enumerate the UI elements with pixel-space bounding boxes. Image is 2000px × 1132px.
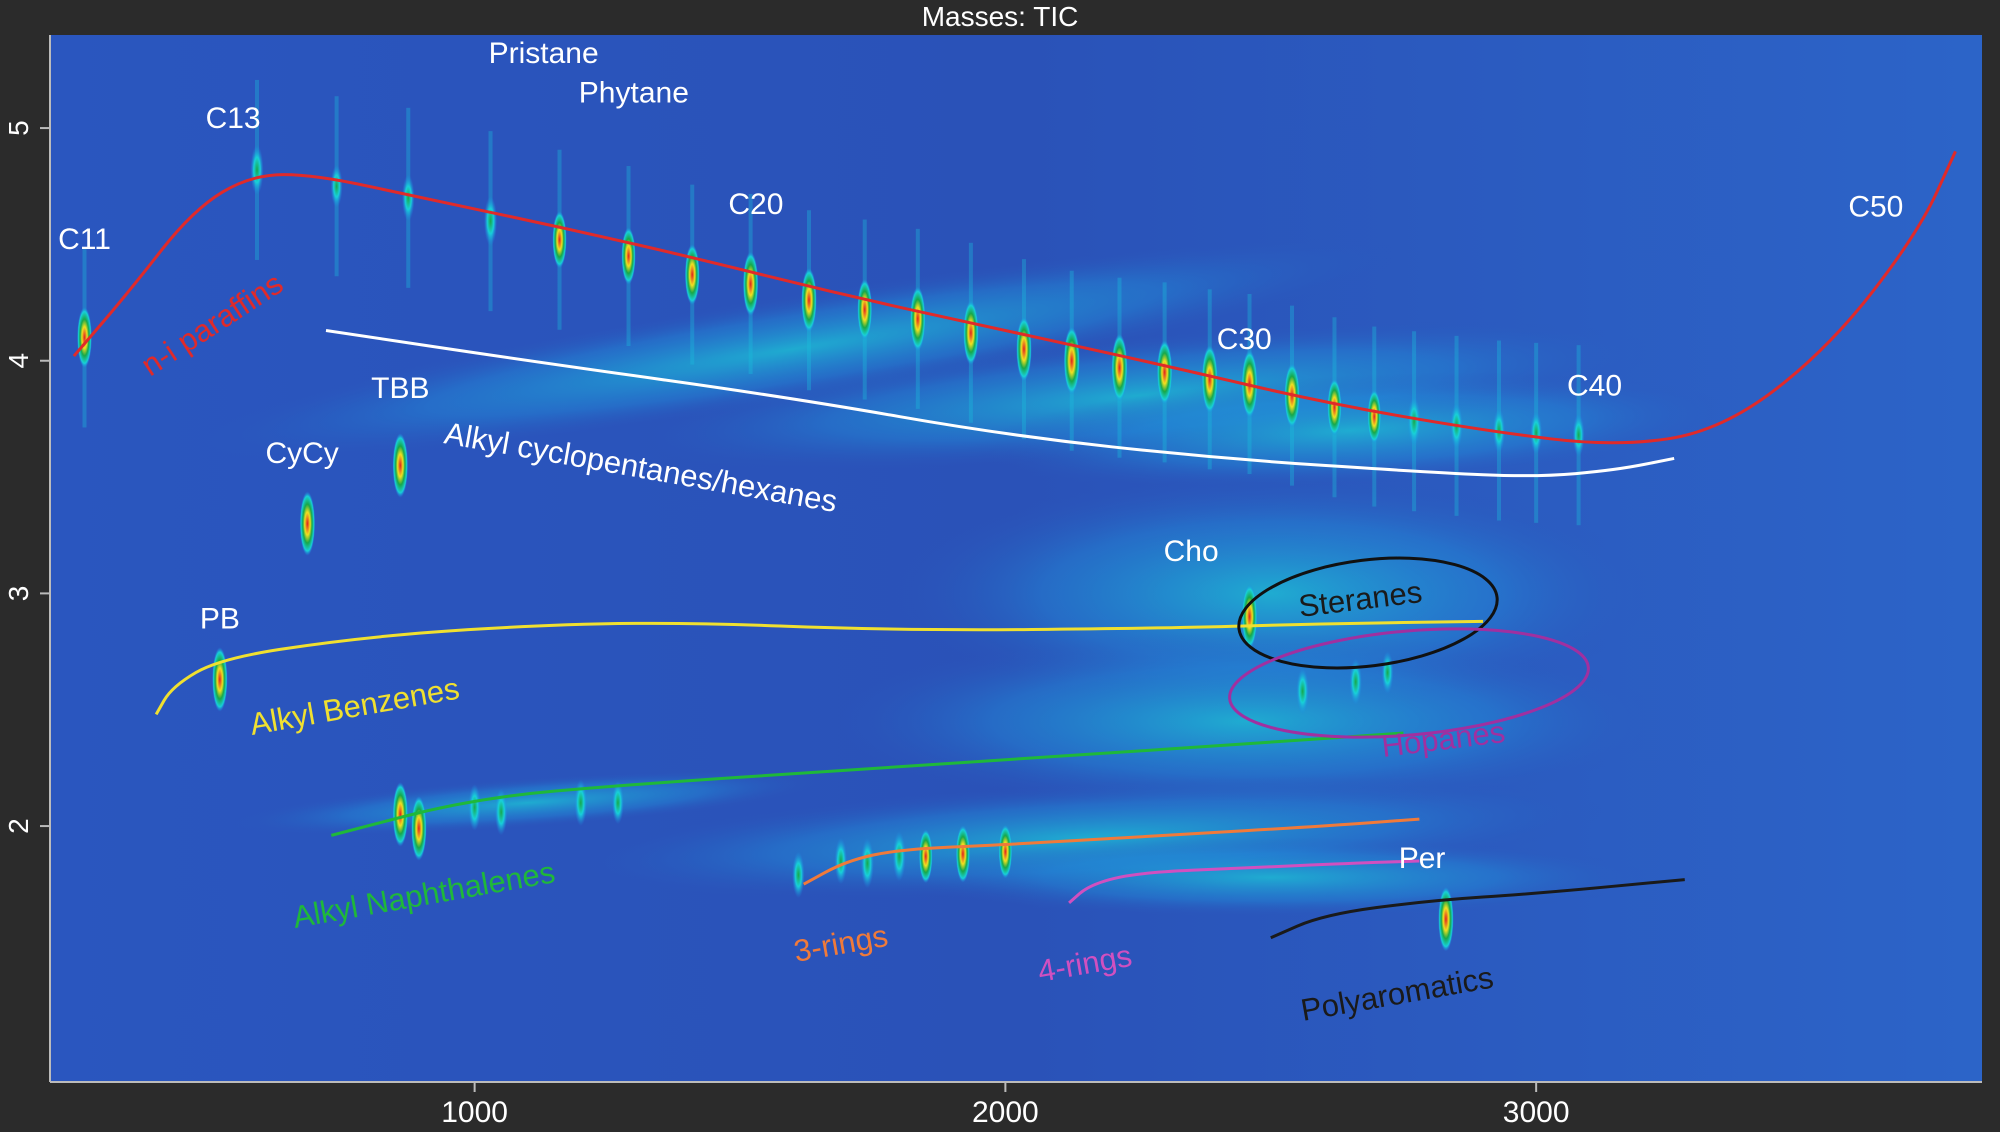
peak-12 bbox=[963, 300, 979, 366]
trend-line-6 bbox=[1270, 878, 1685, 940]
trend-line-1 bbox=[325, 329, 1675, 478]
peak-32 bbox=[392, 782, 409, 847]
annotation-c11: C11 bbox=[58, 223, 111, 256]
annotation-cycy: CyCy bbox=[265, 437, 338, 470]
x-tick-label-1: 2000 bbox=[972, 1096, 1039, 1129]
peak-39 bbox=[834, 837, 848, 885]
peak-14 bbox=[1063, 326, 1080, 395]
y-tick-label-0: 2 bbox=[3, 818, 34, 834]
peak-31 bbox=[1438, 886, 1454, 952]
peak-1 bbox=[250, 144, 264, 195]
y-tick-label-3: 5 bbox=[3, 120, 34, 136]
x-axis-ticks: 1000 2000 3000 bbox=[441, 1082, 1570, 1129]
signal-band-1 bbox=[620, 320, 1657, 471]
signal-band-4 bbox=[824, 631, 1665, 812]
peak-27 bbox=[392, 433, 409, 498]
peak-15 bbox=[1111, 333, 1128, 402]
peak-21 bbox=[1367, 389, 1382, 444]
peak-7 bbox=[684, 244, 700, 306]
hopanes-ellipse bbox=[1228, 627, 1590, 739]
peak-0 bbox=[77, 307, 92, 368]
peak-41 bbox=[892, 831, 906, 882]
signal-band-0 bbox=[180, 237, 1406, 461]
annotation-per: Per bbox=[1399, 842, 1446, 875]
steranes-ellipse bbox=[1237, 556, 1499, 670]
y-tick-label-2: 4 bbox=[3, 353, 34, 369]
peak-44 bbox=[998, 824, 1013, 879]
peak-9 bbox=[801, 268, 817, 333]
peak-6 bbox=[621, 227, 636, 285]
peak-22 bbox=[1407, 396, 1421, 447]
annotation-cho: Cho bbox=[1164, 535, 1219, 568]
peak-annotations: Pristane Phytane C13 C11 C20 C30 C40 C50 TBB CyCy… bbox=[58, 37, 1903, 875]
x-tick-label-2: 3000 bbox=[1503, 1096, 1570, 1129]
peak-11 bbox=[910, 286, 926, 352]
peak-28 bbox=[299, 491, 316, 556]
peak-13 bbox=[1016, 316, 1032, 382]
signal-band-7 bbox=[228, 770, 827, 836]
annotation-c30: C30 bbox=[1217, 323, 1272, 356]
peak-46 bbox=[1349, 658, 1362, 706]
peak-8 bbox=[742, 251, 759, 317]
peak-17 bbox=[1201, 345, 1218, 414]
peak-5 bbox=[552, 211, 567, 269]
peak-2 bbox=[330, 164, 343, 208]
trend-line-0 bbox=[72, 150, 1957, 445]
annotation-c13: C13 bbox=[206, 102, 261, 135]
trend-line-4 bbox=[802, 817, 1420, 886]
peak-16 bbox=[1156, 340, 1173, 405]
trend-lines bbox=[72, 150, 1957, 940]
annotation-c40: C40 bbox=[1567, 370, 1622, 403]
peak-29 bbox=[212, 647, 228, 712]
peak-40 bbox=[860, 838, 874, 889]
annotation-c20: C20 bbox=[728, 188, 783, 221]
signal-band-2 bbox=[970, 372, 1730, 489]
annotation-pb: PB bbox=[200, 602, 240, 635]
peak-20 bbox=[1327, 378, 1342, 436]
trend-line-3 bbox=[330, 731, 1404, 837]
annotation-c50: C50 bbox=[1848, 190, 1903, 223]
peak-3 bbox=[402, 174, 415, 222]
annotation-pristane: Pristane bbox=[489, 37, 599, 70]
chart-title: Masses: TIC bbox=[922, 1, 1079, 32]
peak-34 bbox=[468, 784, 481, 831]
peak-4 bbox=[484, 196, 498, 247]
peak-47 bbox=[1381, 651, 1394, 694]
peak-45 bbox=[1296, 667, 1309, 715]
peak-43 bbox=[955, 825, 971, 883]
trend-line-5 bbox=[1068, 859, 1420, 904]
y-tick-label-1: 3 bbox=[3, 586, 34, 602]
trend-line-2 bbox=[154, 619, 1484, 716]
peak-10 bbox=[857, 279, 873, 340]
peak-35 bbox=[494, 788, 508, 836]
peak-33 bbox=[411, 796, 427, 861]
peak-25 bbox=[1530, 411, 1543, 455]
peak-42 bbox=[918, 829, 933, 884]
x-tick-label-0: 1000 bbox=[441, 1096, 508, 1129]
annotation-tbb: TBB bbox=[371, 372, 429, 405]
peak-26 bbox=[1572, 413, 1585, 457]
y-axis-ticks: 2 3 4 5 bbox=[3, 120, 50, 834]
annotation-phytane: Phytane bbox=[579, 76, 689, 109]
peak-37 bbox=[612, 781, 624, 825]
peak-38 bbox=[792, 851, 805, 899]
peak-36 bbox=[574, 779, 587, 826]
